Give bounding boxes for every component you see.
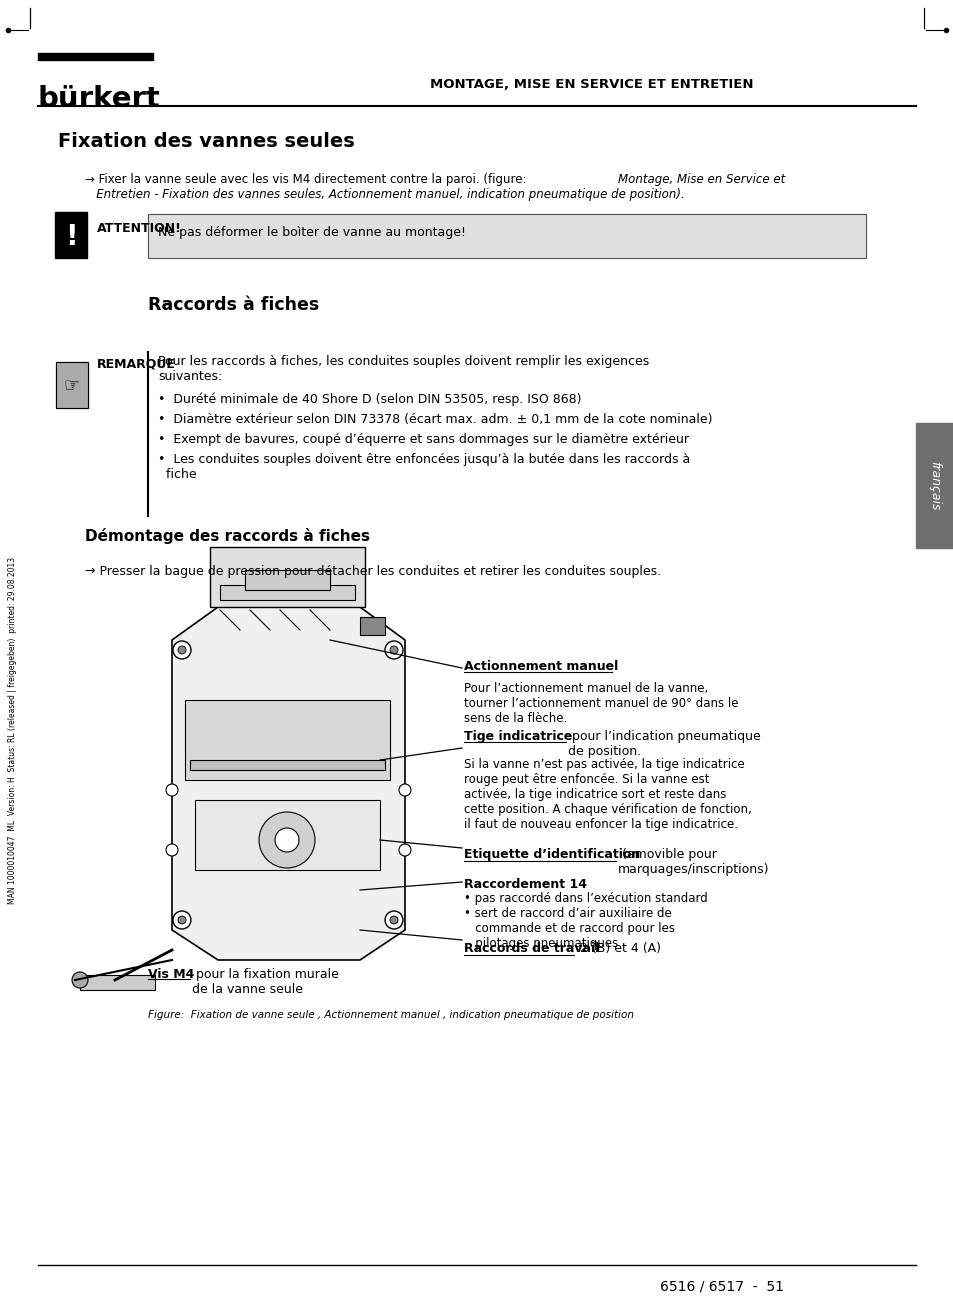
Text: Raccords de travail: Raccords de travail [463, 942, 598, 955]
Text: Ne pas déformer le boìter de vanne au montage!: Ne pas déformer le boìter de vanne au mo… [158, 226, 465, 239]
Bar [194, 800, 379, 871]
Bar [185, 700, 390, 780]
Text: MAN 1000010047  ML  Version: H  Status: RL (released | freigegeben)  printed: 29: MAN 1000010047 ML Version: H Status: RL … [9, 556, 17, 903]
Bar [210, 547, 365, 608]
Text: ☞: ☞ [64, 376, 80, 394]
Text: français: français [927, 460, 941, 510]
Circle shape [178, 917, 186, 924]
Bar [245, 569, 330, 590]
Text: Montage, Mise en Service et: Montage, Mise en Service et [618, 174, 784, 185]
Circle shape [390, 646, 397, 654]
Text: Entretien - Fixation des vannes seules, Actionnement manuel, indication pneumati: Entretien - Fixation des vannes seules, … [85, 188, 684, 201]
Text: Fixation des vannes seules: Fixation des vannes seules [58, 132, 355, 151]
Text: 6516 / 6517  -  51: 6516 / 6517 - 51 [659, 1279, 783, 1294]
Text: Démontage des raccords à fiches: Démontage des raccords à fiches [85, 529, 370, 544]
Text: • pas raccordé dans l’exécution standard
• sert de raccord d’air auxiliaire de
 : • pas raccordé dans l’exécution standard… [463, 892, 707, 949]
Text: Si la vanne n’est pas activée, la tige indicatrice
rouge peut être enfoncée. Si : Si la vanne n’est pas activée, la tige i… [463, 757, 751, 831]
Text: !: ! [65, 224, 77, 251]
Text: •  Exempt de bavures, coupé d’équerre et sans dommages sur le diamètre extérieur: • Exempt de bavures, coupé d’équerre et … [158, 433, 688, 446]
Text: Etiquette d’identification: Etiquette d’identification [463, 848, 639, 861]
Bar [148, 214, 865, 258]
Circle shape [71, 972, 88, 988]
Bar [220, 585, 355, 600]
Text: Pour les raccords à fiches, les conduites souples doivent remplir les exigences
: Pour les raccords à fiches, les conduite… [158, 355, 649, 383]
Circle shape [258, 811, 314, 868]
Text: (amovible pour
marquages/inscriptions): (amovible pour marquages/inscriptions) [618, 848, 769, 876]
Circle shape [385, 640, 402, 659]
Text: •  Durété minimale de 40 Shore D (selon DIN 53505, resp. ISO 868): • Durété minimale de 40 Shore D (selon… [158, 392, 581, 405]
Bar [56, 362, 88, 408]
Bar [148, 214, 865, 258]
Text: bürkert: bürkert [38, 85, 161, 113]
Bar [190, 760, 385, 771]
Circle shape [172, 640, 191, 659]
Text: Raccords à fiches: Raccords à fiches [148, 296, 319, 314]
Circle shape [166, 784, 178, 796]
Text: pour la fixation murale
de la vanne seule: pour la fixation murale de la vanne seul… [192, 968, 338, 995]
Text: ATTENTION!: ATTENTION! [97, 222, 182, 235]
Circle shape [398, 784, 411, 796]
Circle shape [398, 844, 411, 856]
Circle shape [385, 911, 402, 928]
Text: Actionnement manuel: Actionnement manuel [463, 660, 618, 673]
Bar [359, 617, 385, 635]
Bar [80, 974, 154, 990]
Bar [915, 423, 953, 548]
Text: 2 (B) et 4 (A): 2 (B) et 4 (A) [576, 942, 660, 955]
Text: •  Les conduites souples doivent être enfoncées jusqu’à la butée dans les raccor: • Les conduites souples doivent être enf… [158, 452, 690, 481]
Circle shape [390, 917, 397, 924]
Text: MONTAGE, MISE EN SERVICE ET ENTRETIEN: MONTAGE, MISE EN SERVICE ET ENTRETIEN [430, 78, 753, 91]
Text: Pour l’actionnement manuel de la vanne,
tourner l’actionnement manuel de 90° dan: Pour l’actionnement manuel de la vanne, … [463, 682, 738, 725]
Bar [55, 212, 87, 258]
Text: Figure:  Fixation de vanne seule , Actionnement manuel , indication pneumatique : Figure: Fixation de vanne seule , Action… [148, 1010, 634, 1020]
Text: Tige indicatrice: Tige indicatrice [463, 730, 572, 743]
Polygon shape [172, 608, 405, 960]
Bar [56, 362, 88, 408]
Text: Raccordement 14: Raccordement 14 [463, 878, 586, 892]
Text: Vis M4: Vis M4 [148, 968, 194, 981]
Text: REMARQUE: REMARQUE [97, 356, 175, 370]
Text: •  Diamètre extérieur selon DIN 73378 (écart max. adm. ± 0,1 mm de la cote nomin: • Diamètre extérieur selon DIN 73378 (éc… [158, 413, 712, 426]
Text: → Presser la bague de pression pour détacher les conduites et retirer les condui: → Presser la bague de pression pour déta… [85, 565, 660, 579]
Circle shape [178, 646, 186, 654]
Text: pour l’indication pneumatique
de position.: pour l’indication pneumatique de positio… [567, 730, 760, 757]
Circle shape [274, 828, 298, 852]
Text: → Fixer la vanne seule avec les vis M4 directement contre la paroi. (figure:: → Fixer la vanne seule avec les vis M4 d… [85, 174, 530, 185]
Circle shape [172, 911, 191, 928]
Bar [38, 53, 152, 60]
Circle shape [166, 844, 178, 856]
